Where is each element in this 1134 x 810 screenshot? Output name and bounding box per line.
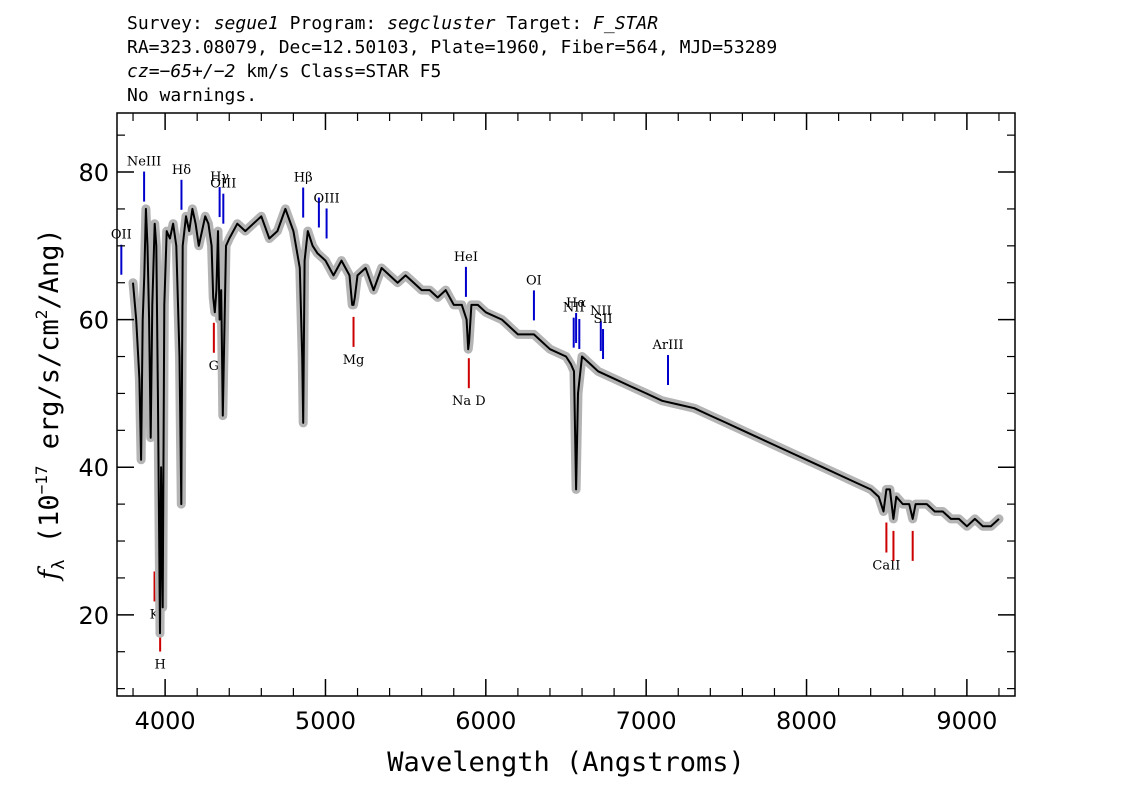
flux-error-band <box>128 204 1004 638</box>
emission-line-label: Hα <box>566 296 586 311</box>
y-tick-label: 60 <box>78 307 109 335</box>
absorption-line-label: Mg <box>343 353 365 368</box>
absorption-line-label: Na D <box>452 394 486 409</box>
emission-line-label: OIII <box>314 191 340 206</box>
emission-line-label: SII <box>593 312 612 327</box>
emission-line-label: Hβ <box>294 171 313 186</box>
header-line-4: No warnings. <box>127 85 258 106</box>
x-tick-label: 7000 <box>616 707 677 735</box>
x-axis: 4000 5000 6000 7000 8000 9000 <box>132 113 1000 735</box>
cz-label: cz <box>127 61 149 82</box>
survey-label: Survey: <box>127 13 214 34</box>
x-tick-label: 8000 <box>776 707 837 735</box>
target-label: Target: <box>495 13 594 34</box>
emission-line-label: NII <box>563 301 585 316</box>
y-axis-title: fλ (10−17 erg/s/cm2/Ang) <box>32 228 69 581</box>
y-axis: 20 40 60 80 <box>78 134 1015 690</box>
emission-line-label: OII <box>111 228 132 243</box>
flux-spectrum-line <box>132 207 1000 635</box>
x-axis-title: Wavelength (Angstroms) <box>387 747 745 778</box>
survey-value: segue1 <box>213 13 279 34</box>
emission-line-label: OI <box>526 273 542 288</box>
x-tick-label: 4000 <box>135 707 196 735</box>
emission-line-label: NII <box>590 304 612 319</box>
x-tick-label: 5000 <box>295 707 356 735</box>
absorption-line-label: K <box>150 607 160 622</box>
spectrum-header: Survey: segue1 Program: segcluster Targe… <box>127 12 1007 108</box>
absorption-line-label: CaII <box>872 559 900 574</box>
y-tick-label: 20 <box>78 602 109 630</box>
x-tick-label: 9000 <box>936 707 997 735</box>
emission-line-label: NeIII <box>127 155 161 170</box>
header-line-1: Survey: segue1 Program: segcluster Targe… <box>127 12 1007 36</box>
x-tick-label: 6000 <box>455 707 516 735</box>
emission-line-label: Hδ <box>172 163 191 178</box>
absorption-line-label: H <box>154 658 165 673</box>
y-tick-label: 40 <box>78 454 109 482</box>
plot-frame <box>116 112 1016 697</box>
target-value: F_STAR <box>593 13 659 34</box>
emission-line-label: OIII <box>210 177 236 192</box>
program-value: segcluster <box>387 13 496 34</box>
header-line-3: cz=−65+/−2 km/s Class=STAR F5 <box>127 60 1007 84</box>
absorption-line-label: G <box>209 359 219 374</box>
cz-value: =−65+/−2 <box>148 61 236 82</box>
header-line-2: RA=323.08079, Dec=12.50103, Plate=1960, … <box>127 37 778 58</box>
y-tick-label: 80 <box>78 159 109 187</box>
emission-line-label: ArIII <box>651 338 683 353</box>
emission-line-label: Hγ <box>210 170 229 185</box>
program-label: Program: <box>278 13 388 34</box>
emission-line-label: HeI <box>454 250 478 265</box>
cz-rest: km/s Class=STAR F5 <box>235 61 442 82</box>
